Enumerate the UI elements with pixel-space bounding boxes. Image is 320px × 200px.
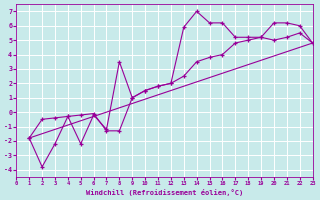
X-axis label: Windchill (Refroidissement éolien,°C): Windchill (Refroidissement éolien,°C) [86,189,243,196]
